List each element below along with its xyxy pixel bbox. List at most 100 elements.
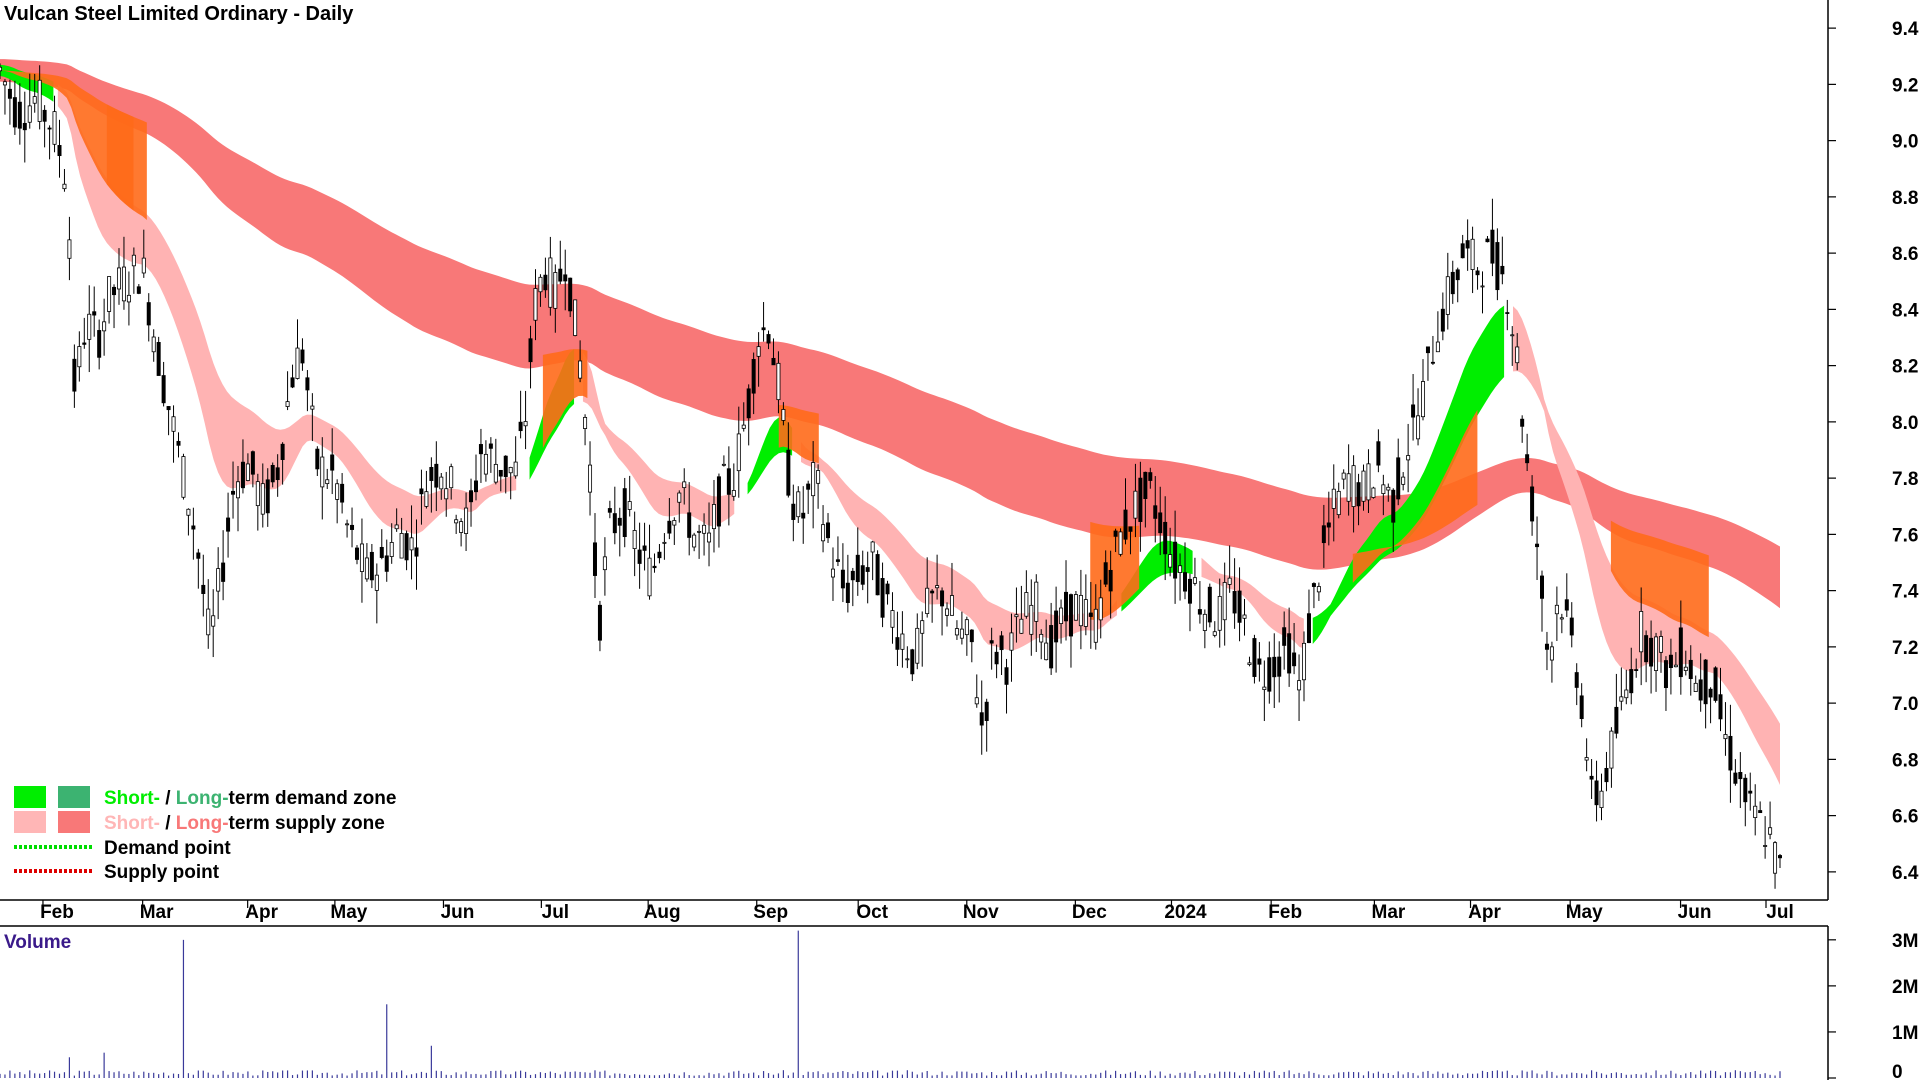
legend-supply-short-text: Short- (104, 813, 160, 834)
candle-body-291 (1440, 308, 1445, 332)
candle-body-128 (632, 530, 637, 550)
candle-body-163 (806, 483, 811, 490)
legend-long-supply-swatch (58, 811, 90, 833)
candle-body-85 (419, 488, 424, 495)
candle-body-316 (1564, 599, 1569, 611)
candle-body-261 (1292, 652, 1297, 667)
candle-body-267 (1321, 525, 1326, 544)
candle-body-34 (166, 406, 171, 411)
candle-body-302 (1495, 242, 1500, 291)
legend-demand-long-text: Long- (176, 788, 229, 809)
candle-body-78 (384, 555, 389, 572)
candle-body-59 (290, 377, 295, 388)
candle-body-322 (1594, 780, 1599, 806)
candle-body-36 (176, 440, 181, 446)
candle-body-324 (1604, 767, 1609, 783)
candle-body-187 (925, 587, 930, 615)
candle-body-152 (751, 359, 756, 394)
time-tick-label-13: Mar (1372, 902, 1406, 923)
candle-body-306 (1515, 346, 1520, 364)
candle-body-274 (1356, 482, 1361, 507)
candle-body-326 (1614, 706, 1619, 734)
candle-body-198 (979, 712, 984, 726)
candle-body-193 (954, 628, 959, 636)
candle-body-44 (216, 568, 221, 592)
price-tick-label-0: 9.4 (1892, 19, 1919, 40)
candle-body-42 (206, 608, 211, 636)
candle-body-264 (1306, 613, 1311, 644)
candle-body-50 (245, 463, 250, 481)
candle-body-149 (736, 433, 741, 472)
candle-body-23 (112, 286, 117, 296)
candle-body-25 (121, 266, 126, 302)
mixed-zone-4 (542, 349, 588, 448)
candle-body-356 (1763, 845, 1768, 847)
candle-body-26 (126, 294, 131, 303)
candle-body-293 (1450, 271, 1455, 295)
time-tick-label-2: Apr (245, 902, 278, 923)
time-tick-label-12: Feb (1268, 902, 1302, 923)
time-tick-label-17: Jul (1766, 902, 1793, 923)
candle-body-8 (37, 79, 42, 122)
candle-body-27 (131, 254, 136, 267)
volume-axis-ticks: 3M 2M 1M 0 (1828, 931, 1918, 1083)
candle-body-146 (721, 463, 726, 466)
candle-body-37 (181, 456, 186, 498)
candle-body-179 (885, 583, 890, 595)
candle-body-71 (350, 524, 355, 530)
candle-body-282 (1396, 457, 1401, 500)
candle-body-168 (830, 568, 835, 578)
candle-body-351 (1738, 772, 1743, 780)
candle-body-73 (359, 543, 364, 572)
candle-body-262 (1297, 680, 1302, 691)
candle-body-117 (578, 360, 583, 379)
candle-body-319 (1579, 695, 1584, 720)
candle-body-225 (1113, 530, 1118, 537)
candle-body-242 (1197, 609, 1202, 615)
price-tick-label-13: 6.8 (1892, 750, 1918, 771)
candle-body-226 (1118, 531, 1123, 555)
candle-body-167 (826, 522, 831, 539)
candle-body-70 (345, 523, 350, 526)
legend: Short- / Long-term demand zone Short- / … (14, 786, 396, 883)
candle-body-203 (1004, 667, 1009, 685)
candle-body-43 (211, 615, 216, 627)
candle-body-241 (1192, 577, 1197, 584)
candle-body-331 (1639, 611, 1644, 653)
candle-body-312 (1544, 643, 1549, 650)
price-axis-ticks: 9.4 9.2 9.0 8.8 8.6 8.4 8.2 8.0 7.8 7.6 7.4 7.2 7.0 6… (1828, 19, 1919, 884)
candle-body-120 (592, 542, 597, 576)
candle-body-125 (617, 517, 622, 526)
candle-body-207 (1024, 592, 1029, 617)
candle-body-300 (1485, 238, 1490, 243)
candle-body-190 (940, 590, 945, 607)
candle-body-338 (1673, 664, 1678, 668)
candle-body-114 (563, 274, 568, 282)
price-tick-label-1: 9.2 (1892, 75, 1918, 96)
candle-body-348 (1723, 734, 1728, 740)
candle-body-337 (1668, 654, 1673, 669)
candle-body-126 (622, 488, 627, 538)
volume-tick-label-0: 3M (1892, 931, 1918, 952)
candle-body-263 (1302, 642, 1307, 681)
candle-body-295 (1460, 243, 1465, 259)
candle-body-309 (1530, 486, 1535, 522)
candle-body-103 (508, 466, 513, 474)
time-tick-label-9: Nov (963, 902, 999, 923)
time-tick-label-10: Dec (1072, 902, 1107, 923)
candle-body-228 (1128, 526, 1133, 532)
candle-body-88 (434, 463, 439, 488)
candle-body-259 (1282, 627, 1287, 646)
candle-body-320 (1584, 757, 1589, 761)
candle-body-334 (1654, 636, 1659, 671)
candle-body-340 (1683, 666, 1688, 671)
candle-body-140 (692, 534, 697, 548)
candle-body-314 (1554, 604, 1559, 615)
candle-body-122 (602, 556, 607, 571)
time-tick-label-7: Sep (753, 902, 788, 923)
candle-body-211 (1044, 642, 1049, 661)
price-tick-label-10: 7.4 (1892, 582, 1919, 603)
candle-body-346 (1713, 667, 1718, 701)
candle-body-223 (1103, 562, 1108, 585)
